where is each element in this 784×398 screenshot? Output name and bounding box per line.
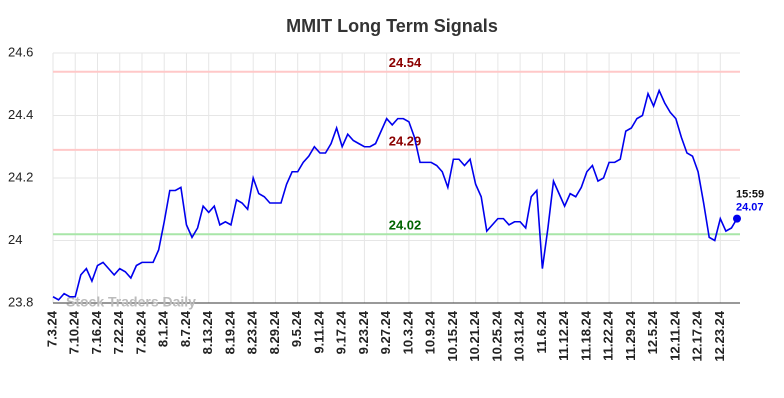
x-tick-label: 8.23.24 xyxy=(245,310,260,354)
x-tick-label: 10.3.24 xyxy=(400,310,415,354)
watermark: Stock Traders Daily xyxy=(66,294,196,310)
x-tick-label: 10.15.24 xyxy=(445,310,460,361)
x-tick-label: 11.29.24 xyxy=(623,310,638,361)
x-tick-label: 8.19.24 xyxy=(222,310,237,354)
x-tick-label: 11.18.24 xyxy=(578,310,593,361)
last-time-label: 15:59 xyxy=(736,189,764,201)
x-tick-label: 12.23.24 xyxy=(712,310,727,361)
x-tick-label: 12.17.24 xyxy=(690,310,705,361)
x-tick-label: 8.7.24 xyxy=(178,310,193,347)
x-tick-label: 10.31.24 xyxy=(512,310,527,361)
x-tick-label: 7.26.24 xyxy=(133,310,148,354)
x-tick-label: 8.1.24 xyxy=(156,310,171,347)
x-tick-label: 11.6.24 xyxy=(534,310,549,353)
level-label: 24.54 xyxy=(389,55,422,70)
y-tick-label: 24.6 xyxy=(8,44,33,59)
y-tick-label: 24 xyxy=(8,232,22,247)
chart-title: MMIT Long Term Signals xyxy=(286,16,498,36)
x-tick-label: 12.11.24 xyxy=(667,310,682,361)
line xyxy=(52,88,738,301)
x-tick-label: 12.5.24 xyxy=(645,310,660,354)
x-tick-label: 8.29.24 xyxy=(267,310,282,354)
x-tick-label: 10.9.24 xyxy=(423,310,438,354)
x-tick-label: 9.27.24 xyxy=(378,310,393,354)
x-tick-label: 9.5.24 xyxy=(289,310,304,347)
x-tick-label: 7.16.24 xyxy=(89,310,104,354)
x-tick-label: 7.3.24 xyxy=(44,310,59,347)
x-tick-label: 9.23.24 xyxy=(356,310,371,354)
y-tick-label: 24.4 xyxy=(8,107,33,122)
x-tick-label: 7.10.24 xyxy=(67,310,82,354)
level-label: 24.02 xyxy=(389,218,422,233)
level-label: 24.29 xyxy=(389,133,422,148)
y-tick-label: 23.8 xyxy=(8,294,33,309)
x-tick-label: 9.11.24 xyxy=(311,310,326,353)
x-tick-label: 10.25.24 xyxy=(489,310,504,361)
last-value-label: 24.07 xyxy=(736,202,764,214)
x-tick-label: 10.21.24 xyxy=(467,310,482,361)
last-point xyxy=(733,214,741,223)
x-tick-label: 11.12.24 xyxy=(556,310,571,361)
x-tick-label: 11.22.24 xyxy=(601,310,616,361)
x-tick-label: 9.17.24 xyxy=(334,310,349,354)
x-tick-label: 7.22.24 xyxy=(111,310,126,354)
x-tick-label: 8.13.24 xyxy=(200,310,215,354)
y-tick-label: 24.2 xyxy=(8,169,33,184)
